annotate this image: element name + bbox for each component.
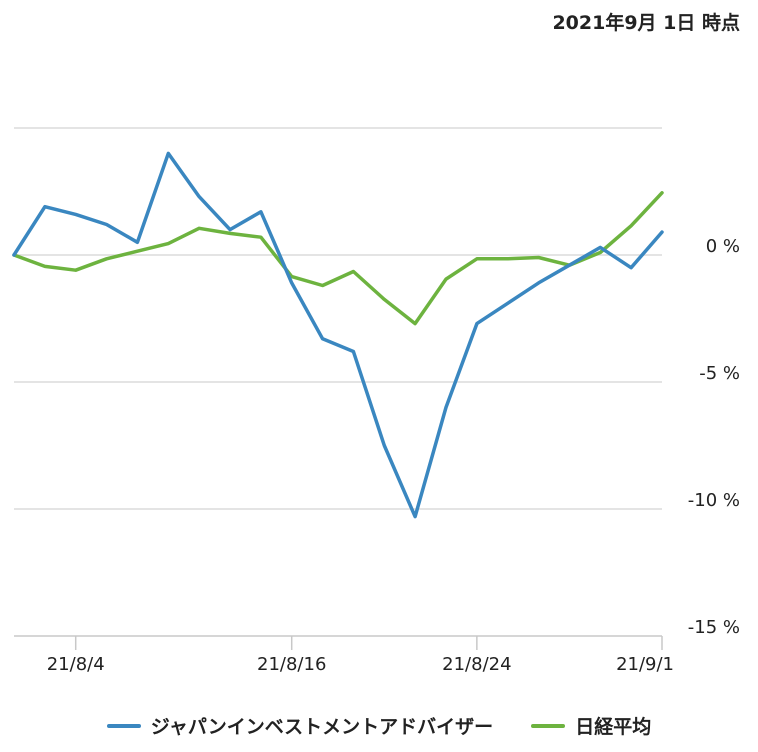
as-of-date: 2021年9月 1日 時点 [552, 12, 740, 34]
chart-legend: ジャパンインベストメントアドバイザー 日経平均 [0, 712, 758, 739]
y-tick-label-15: -15 % [688, 617, 740, 638]
grid-lines [14, 127, 662, 510]
x-tick-label-21-8-4: 21/8/4 [47, 654, 105, 675]
legend-item-nikkei-average: 日経平均 [531, 712, 651, 739]
y-tick-label-5: -5 % [699, 363, 740, 384]
legend-label-nikkei-average: 日経平均 [575, 716, 652, 738]
x-tick-label-21-8-16: 21/8/16 [257, 654, 326, 675]
legend-item-japan-investment-adviser: ジャパンインベストメントアドバイザー [106, 712, 494, 739]
series-lines [12, 151, 664, 519]
x-axis-labels: 21/8/4 21/8/16 21/8/24 21/9/1 [47, 636, 674, 675]
y-tick-label-0: 0 % [706, 236, 740, 257]
y-axis-labels: 0 % -5 % -10 % -15 % [688, 236, 740, 638]
line-chart: 0 %-5 %-10 %-15 % 21/8/4 21/8/16 21/8/24 21… [12, 127, 740, 675]
series-line-japan-investment-adviser [12, 151, 664, 519]
x-tick-label-21-9-1: 21/9/1 [616, 654, 674, 675]
legend-swatch-japan-investment-adviser [106, 723, 141, 728]
legend-swatch-nikkei-average [531, 723, 566, 728]
series-line-nikkei-average [12, 191, 664, 326]
legend-label-japan-investment-adviser: ジャパンインベストメントアドバイザー [150, 716, 494, 738]
y-tick-label-10: -10 % [688, 490, 740, 511]
x-tick-label-21-8-24: 21/8/24 [442, 654, 511, 675]
